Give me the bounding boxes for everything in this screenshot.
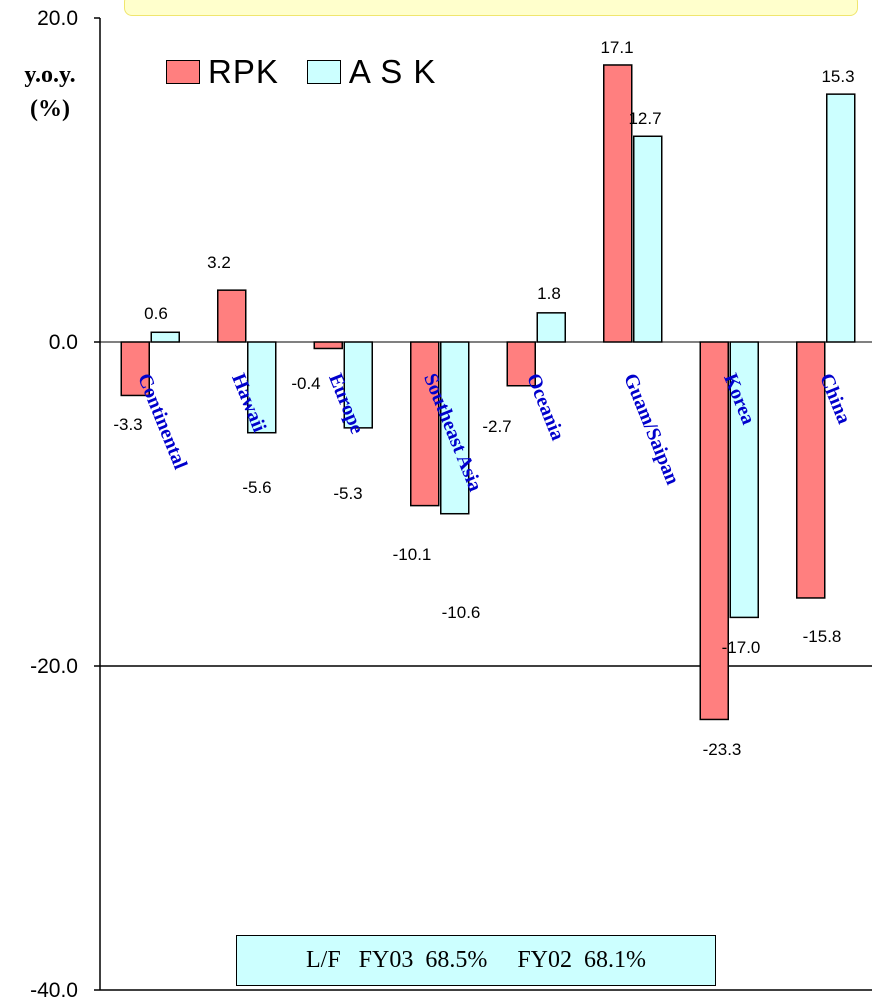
y-tick-label-2: -20.0 <box>30 655 78 678</box>
value-label-rpk-5: 17.1 <box>600 38 633 57</box>
value-label-rpk-3: -10.1 <box>393 545 432 564</box>
value-label-rpk-6: -23.3 <box>703 740 742 759</box>
legend-item-rpk: RPK <box>166 53 279 91</box>
value-label-ask-1: -5.6 <box>242 478 271 497</box>
value-label-ask-2: -5.3 <box>333 484 362 503</box>
bar-ask-europe <box>343 341 373 429</box>
value-label-rpk-7: -15.8 <box>803 627 842 646</box>
top-banner <box>124 0 858 16</box>
value-label-ask-3: -10.6 <box>442 603 481 622</box>
legend-item-ask: A S K <box>306 53 437 91</box>
bar-rpk-europe <box>313 341 343 350</box>
bar-rpk-oceania <box>506 341 536 387</box>
bar-ask-southeast-asia <box>440 341 470 515</box>
bar-ask-guam-saipan <box>633 135 663 343</box>
value-label-ask-5: 12.7 <box>628 109 661 128</box>
bar-rpk-hawaii <box>217 289 247 343</box>
bar-rpk-continental <box>120 341 150 397</box>
legend-swatch-ask <box>306 60 341 84</box>
value-label-rpk-0: -3.3 <box>113 415 142 434</box>
bar-ask-hawaii <box>247 341 277 434</box>
legend-swatch-rpk <box>166 60 200 84</box>
category-label-oceania: Oceania <box>522 370 569 443</box>
bar-ask-continental <box>150 331 180 343</box>
bar-rpk-china <box>796 341 826 599</box>
value-label-ask-7: 15.3 <box>821 67 854 86</box>
bar-ask-china <box>826 93 856 343</box>
category-label-guam-saipan: Guam/Saipan <box>619 370 684 487</box>
load-factor-note: L/F FY03 68.5% FY02 68.1% <box>236 935 716 986</box>
y-axis-label-line2: (%) <box>30 96 70 122</box>
bar-ask-oceania <box>536 312 566 343</box>
value-label-ask-4: 1.8 <box>537 284 561 303</box>
legend-label-rpk: RPK <box>208 53 279 90</box>
y-axis-label-line1: y.o.y. <box>24 62 76 88</box>
legend-label-ask: A S K <box>348 53 437 90</box>
value-label-ask-0: 0.6 <box>144 304 168 323</box>
legend: RPK A S K <box>166 53 464 91</box>
value-label-rpk-4: -2.7 <box>482 417 511 436</box>
value-label-rpk-2: -0.4 <box>291 374 320 393</box>
y-tick-label-1: 0.0 <box>49 331 78 354</box>
value-label-ask-6: -17.0 <box>722 638 761 657</box>
y-tick-label-3: -40.0 <box>30 979 78 1002</box>
bar-rpk-southeast-asia <box>410 341 440 507</box>
bar-ask-korea <box>729 341 759 619</box>
bar-rpk-korea <box>699 341 729 721</box>
value-label-rpk-1: 3.2 <box>207 253 231 272</box>
y-tick-label-0: 20.0 <box>37 7 78 30</box>
bar-rpk-guam-saipan <box>603 64 633 343</box>
